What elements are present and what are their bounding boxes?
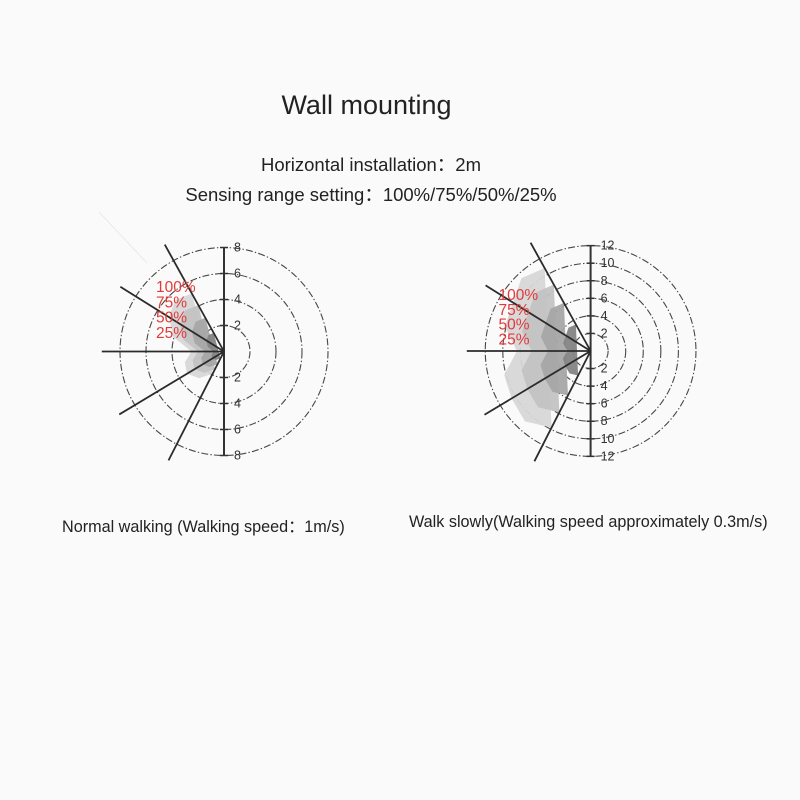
svg-text:6: 6 (234, 267, 241, 281)
svg-text:2: 2 (601, 326, 608, 340)
svg-text:6: 6 (601, 291, 608, 305)
svg-text:10: 10 (601, 432, 615, 446)
svg-text:2: 2 (234, 319, 241, 333)
svg-text:4: 4 (601, 309, 608, 323)
svg-text:4: 4 (234, 293, 241, 307)
svg-text:8: 8 (234, 241, 241, 255)
svg-text:4: 4 (234, 397, 241, 411)
svg-text:2: 2 (601, 362, 608, 376)
svg-text:2: 2 (234, 371, 241, 385)
svg-text:6: 6 (601, 397, 608, 411)
svg-text:8: 8 (234, 449, 241, 463)
svg-text:12: 12 (601, 449, 615, 463)
svg-text:4: 4 (601, 379, 608, 393)
svg-text:25%: 25% (499, 331, 530, 348)
svg-text:8: 8 (601, 414, 608, 428)
svg-text:8: 8 (601, 274, 608, 288)
svg-text:12: 12 (601, 239, 615, 253)
svg-text:25%: 25% (156, 325, 187, 342)
svg-text:10: 10 (601, 256, 615, 270)
svg-text:6: 6 (234, 423, 241, 437)
